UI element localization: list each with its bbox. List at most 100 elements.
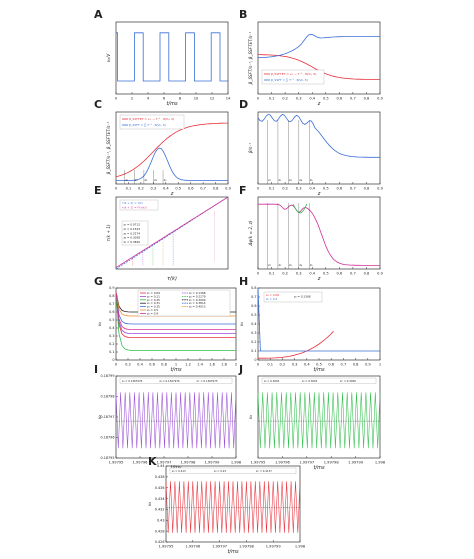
x-tick-label-A: 0 — [115, 97, 118, 101]
series-line-C-red — [115, 122, 228, 178]
y-tick-label-H: 0 — [254, 358, 256, 362]
series-line-H-blue — [257, 287, 380, 352]
legend-box-B — [261, 69, 325, 85]
y-tick-label-K: 0.43 — [157, 518, 165, 522]
x-tick-label-F: 0 — [257, 272, 260, 276]
panel-frame-D — [257, 111, 381, 185]
x-tick-label-I: 1.99798 — [181, 461, 197, 465]
x-tick-label-F: 0.6 — [336, 272, 342, 276]
y-tick-label-K: 0.44 — [157, 464, 165, 468]
x-tick-label-F: 0.8 — [364, 272, 370, 276]
legend-label-B-0: β_SSFTET = v₊ − T⁻¹ · θ(V₀, δ) — [271, 72, 316, 76]
y-tick-label-G: 0.2 — [109, 342, 114, 346]
x-tick-label-B: 0.8 — [364, 97, 370, 101]
y-tick-label-H: 0.8 — [251, 286, 256, 290]
x-tick-label-J: 1.99795 — [251, 461, 266, 465]
x-tick-label-F: 0.9 — [377, 272, 383, 276]
x-axis-label-C: z — [170, 191, 174, 197]
x-tick-label-G: 1.8 — [221, 363, 227, 367]
panel-letter-G: G — [94, 275, 103, 288]
x-tick-label-K: 1.99795 — [159, 545, 174, 549]
x-tick-label-B: 0 — [257, 97, 260, 101]
x-tick-label-F: 0.4 — [309, 272, 315, 276]
x-tick-label-C: 0.5 — [175, 187, 181, 191]
marker-label-C: z₅ — [164, 178, 168, 182]
series-line-J — [257, 392, 381, 449]
legend-label-K: z₀ = 0.23 — [214, 469, 226, 473]
value-label-E: z₄ = 0.3058 — [124, 236, 141, 240]
x-axis-label-E: τ(k) — [167, 276, 177, 282]
series-line-H-red — [258, 330, 334, 359]
y-tick-label-I: 0.18797 — [100, 415, 114, 419]
x-tick-label-J: 1.99797 — [299, 461, 314, 465]
x-tick-label-H: 0.7 — [341, 363, 347, 367]
panel-frame-E — [115, 196, 229, 270]
y-tick-label-H: 0.4 — [251, 322, 256, 326]
series-line-G — [115, 291, 236, 339]
value-box-E — [121, 220, 149, 246]
marker-label-F: z₃ — [289, 263, 293, 267]
x-tick-label-G: 1.6 — [209, 363, 215, 367]
x-tick-label-H: 0.9 — [365, 363, 371, 367]
y-tick-label-G: 0.6 — [109, 310, 114, 314]
legend-label-C-0: β_SSFTET = v₊ − T⁻¹ · θ(V₀, δ) — [129, 117, 174, 121]
y-tick-label-I: 0.18796 — [100, 436, 114, 440]
legend-label-G: z₀ = 0.5 — [147, 308, 158, 312]
x-tick-label-C: 0.2 — [138, 187, 144, 191]
x-tick-label-D: 0.6 — [336, 187, 342, 191]
y-axis-label-G: v₀ — [97, 322, 102, 326]
x-tick-label-J: 1.99798 — [324, 461, 340, 465]
marker-label-F: z₄ — [299, 263, 303, 267]
x-tick-label-H: 0.8 — [353, 363, 359, 367]
x-tick-label-H: 0.4 — [304, 363, 310, 367]
panel-frame-C — [115, 111, 229, 185]
panel-letter-I: I — [94, 363, 98, 376]
x-tick-label-B: 0.1 — [269, 97, 275, 101]
y-tick-label-K: 0.428 — [155, 529, 165, 533]
x-tick-label-A: 10 — [194, 97, 199, 101]
y-axis-label-C: β_SSFT/s⁻¹, β_SSFTET/s⁻¹ — [106, 121, 111, 174]
legend-label-E-0: τ(k + 1) = τ(k) — [122, 201, 143, 205]
legend-box-H — [263, 291, 323, 303]
x-axis-label-K: t/ms — [227, 549, 239, 554]
series-line-G — [115, 291, 236, 331]
legend-label-I: z₀ = 0.1367976 — [122, 379, 143, 383]
legend-box-J — [261, 377, 377, 384]
x-tick-label-D: 0.7 — [350, 187, 356, 191]
legend-label-G-2: z₀ = 0.2279 — [189, 294, 206, 298]
x-axis-label-F: z — [317, 276, 321, 282]
series-line-I — [115, 392, 237, 449]
x-tick-label-B: 0.9 — [377, 97, 383, 101]
y-axis-label-E: τ(k + 1) — [106, 224, 111, 241]
y-tick-label-I: 0.18795 — [100, 456, 114, 460]
x-tick-label-K: 1.99799 — [266, 545, 282, 549]
series-line-D — [257, 113, 380, 158]
x-tick-label-D: 0.8 — [364, 187, 370, 191]
x-tick-label-K: 1.99796 — [185, 545, 201, 549]
x-tick-label-J: 1.998 — [375, 461, 386, 465]
value-label-E: z₁ = 0.0712 — [124, 223, 141, 227]
legend-box-C — [119, 114, 185, 130]
x-axis-label-H: t/ms — [313, 367, 325, 373]
panel-letter-D: D — [239, 98, 248, 111]
panel-frame-I — [115, 375, 237, 459]
legend-box-I — [119, 377, 233, 384]
x-tick-label-G: 0.6 — [149, 363, 155, 367]
x-tick-label-F: 0.5 — [323, 272, 329, 276]
legend-label-G: z₀ = 0.11 — [147, 294, 160, 298]
legend-label-G: z₀ = 0.25 — [147, 298, 160, 302]
x-tick-label-A: 4 — [147, 97, 150, 101]
marker-label-D: z₃ — [289, 178, 293, 182]
value-label-E: z₃ = 0.2274 — [124, 231, 141, 235]
y-tick-label-K: 0.426 — [155, 540, 165, 544]
marker-label-F: z₁ — [268, 263, 272, 267]
x-tick-label-G: 0.4 — [137, 363, 143, 367]
marker-label-D: z₅ — [310, 178, 314, 182]
panel-letter-K: K — [148, 455, 157, 468]
x-tick-label-K: 1.99798 — [239, 545, 255, 549]
legend-label-G: z₀ = 0.35 — [147, 305, 160, 309]
x-tick-label-H: 0.5 — [316, 363, 322, 367]
panel-letter-E: E — [94, 184, 102, 197]
x-tick-label-B: 0.5 — [323, 97, 329, 101]
